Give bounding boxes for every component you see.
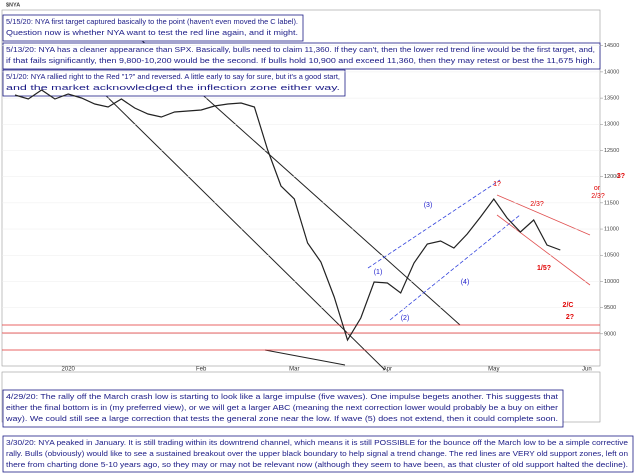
- channel-base: [264, 349, 346, 366]
- note-line: and the market acknowledged the inflecti…: [6, 83, 340, 92]
- x-tick-label: Mar: [289, 367, 299, 373]
- note-box: [2, 389, 564, 428]
- x-tick-label: Feb: [196, 367, 207, 373]
- y-tick-label: 11000: [604, 227, 619, 233]
- wave-label: 2/C: [563, 302, 574, 309]
- wave-label: 2/3?: [591, 193, 605, 200]
- note-line: 5/15/20: NYA first target captured basic…: [6, 17, 298, 26]
- note-box: [2, 69, 346, 97]
- y-tick-label: 12000: [604, 174, 619, 180]
- note-box: [2, 435, 634, 473]
- red-trend-upper: [496, 194, 591, 236]
- y-tick-label: 9000: [604, 331, 616, 337]
- note-line: 5/13/20: NYA has a cleaner appearance th…: [6, 45, 595, 54]
- note-line: 3/30/20: NYA peaked in January. It is st…: [6, 438, 628, 447]
- wave-label: (1): [374, 269, 383, 276]
- note-line: Question now is whether NYA want to test…: [6, 28, 298, 37]
- y-tick-label: 10500: [604, 253, 619, 259]
- wave-label: or: [594, 185, 601, 192]
- wave-label: (3): [424, 202, 433, 209]
- y-tick-label: 12500: [604, 148, 619, 154]
- y-tick-label: 14500: [604, 43, 619, 49]
- note-line: if that fails significantly, then 9,800-…: [6, 56, 595, 65]
- wave-label: 2?: [566, 314, 574, 321]
- wave-label: 3?: [617, 173, 625, 180]
- wave-label: 2/3?: [530, 201, 544, 208]
- x-tick-label: May: [488, 367, 499, 373]
- note-line: rally. Bulls (obviously) would like to s…: [6, 449, 628, 458]
- note-line: way). We could still see a large correct…: [5, 414, 558, 423]
- note-line: 4/29/20: The rally off the March crash l…: [6, 392, 558, 401]
- wave-label: 1?: [493, 181, 501, 188]
- x-tick-label: Jun: [582, 367, 592, 373]
- y-tick-label: 13000: [604, 122, 619, 128]
- note-line: 5/1/20: NYA rallied right to the Red "1?…: [6, 72, 340, 81]
- note-line: either the final bottom is in (my prefer…: [6, 403, 559, 412]
- wave-label: 1/5?: [537, 265, 551, 272]
- red-trend-lower: [496, 214, 591, 286]
- price-line: [14, 89, 561, 342]
- note-box: [2, 14, 304, 42]
- y-tick-label: 13500: [604, 96, 619, 102]
- note-box: [2, 42, 601, 70]
- wave-label: (4): [461, 279, 470, 286]
- y-tick-label: 11500: [604, 200, 619, 206]
- channel-lower: [89, 79, 386, 371]
- chart-title: $NYA: [6, 2, 20, 8]
- y-tick-label: 9500: [604, 305, 616, 311]
- y-tick-label: 10000: [604, 279, 619, 285]
- y-tick-label: 14000: [604, 69, 619, 75]
- x-tick-label: Apr: [383, 367, 392, 373]
- blue-channel-top: [367, 179, 501, 269]
- x-tick-label: 2020: [62, 367, 76, 373]
- blue-channel-bottom: [389, 214, 521, 321]
- note-line: there from charting done 5-10 years ago,…: [6, 460, 628, 469]
- wave-label: (2): [401, 315, 410, 322]
